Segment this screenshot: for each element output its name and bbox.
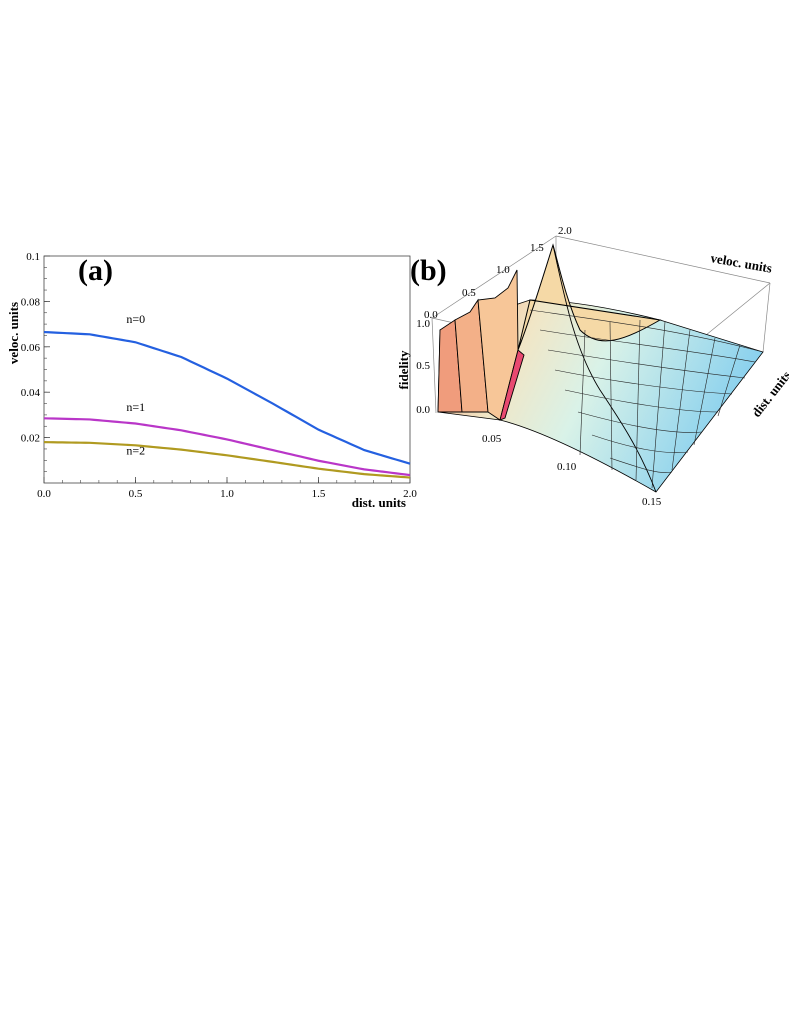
veloc-tick-label: 1.5 — [530, 242, 544, 254]
fidelity-tick-label: 0.5 — [416, 360, 430, 372]
panel-a-frame — [43, 255, 411, 484]
series-label: n=0 — [126, 312, 145, 326]
y-tick-label: 0.04 — [21, 387, 41, 399]
fidelity-tick-label: 0.0 — [416, 404, 430, 416]
fidelity-surface — [437, 243, 764, 493]
panel-a-line-chart: (a) 0.020.040.060.080.1 0.0 0.5 1.0 1.5 2.0 … — [6, 251, 417, 510]
panel-a-x-axis-title: dist. units — [352, 495, 406, 510]
x-tick-label: 1.5 — [312, 488, 326, 500]
panel-b-dist-axis-title: dist. units — [749, 368, 789, 420]
dist-tick-label: 0.10 — [557, 461, 577, 473]
panel-a-y-ticks: 0.02 0.04 0.06 0.08 0.1 — [21, 251, 50, 472]
panel-a-series: n=0 n=1 n=2 — [43, 312, 411, 479]
veloc-tick-label: 0.0 — [424, 309, 438, 321]
x-tick-label: 2.0 — [403, 488, 417, 500]
series-line-n=1 — [43, 417, 411, 477]
x-tick-label: 0.0 — [37, 488, 51, 500]
x-tick-label: 1.0 — [220, 488, 234, 500]
panel-b-z-axis-title: fidelity — [396, 350, 411, 389]
y-tick-label: 0.08 — [21, 296, 41, 308]
y-tick-label: 0.06 — [21, 342, 41, 354]
panel-b-surface-plot: (b) — [396, 225, 789, 508]
veloc-tick-label: 1.0 — [496, 264, 510, 276]
panel-b-veloc-ticks: 0.0 0.5 1.0 1.5 2.0 — [424, 225, 572, 321]
panel-a-label: (a) — [78, 254, 113, 287]
panel-a-x-ticks: 0.0 0.5 1.0 1.5 2.0 — [37, 477, 417, 500]
dist-tick-label: 0.15 — [642, 496, 662, 508]
series-line-n=2 — [43, 441, 411, 479]
panel-b-label: (b) — [410, 254, 447, 287]
y-tick-label: 0.1 — [26, 251, 40, 263]
veloc-tick-label: 0.5 — [462, 287, 476, 299]
series-label: n=2 — [126, 444, 145, 458]
panel-a-y-axis-title: veloc. units — [6, 302, 21, 364]
dist-tick-label: 0.05 — [482, 433, 502, 445]
x-tick-label: 0.5 — [129, 488, 143, 500]
series-label: n=1 — [126, 400, 145, 414]
panel-b-dist-ticks: 0.05 0.10 0.15 — [482, 433, 662, 508]
veloc-tick-label: 2.0 — [558, 225, 572, 237]
y-tick-label: 0.02 — [21, 433, 40, 445]
series-line-n=0 — [43, 330, 411, 465]
panel-b-fidelity-ticks: 0.0 0.5 1.0 — [416, 318, 430, 416]
fidelity-tick-label: 1.0 — [416, 318, 430, 330]
